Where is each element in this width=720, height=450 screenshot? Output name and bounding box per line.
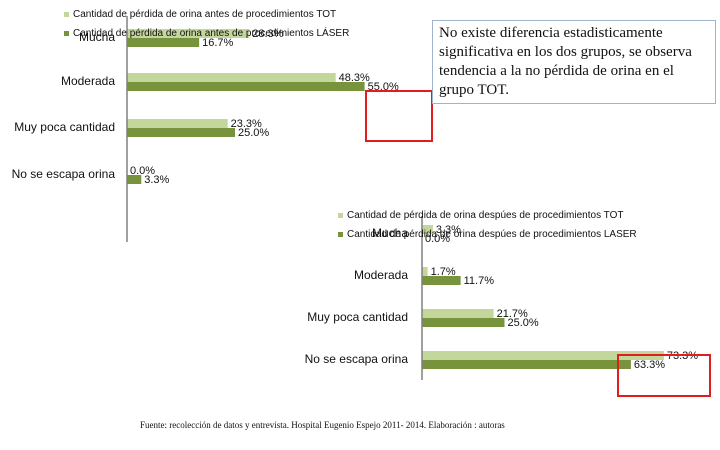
legend-swatch <box>338 231 343 237</box>
category-label: Mucha <box>372 226 408 240</box>
legend-swatch <box>64 11 69 17</box>
legend-item: Cantidad de pérdida de orina antes de pr… <box>64 9 349 21</box>
legend-item: Cantidad de pérdida de orina despúes de … <box>338 210 637 222</box>
data-label: 1.7% <box>431 266 456 278</box>
data-label: 21.7% <box>497 308 528 320</box>
bar <box>422 276 461 285</box>
bar <box>127 38 200 47</box>
category-label: Muy poca cantidad <box>14 120 115 134</box>
conclusion-note: No existe diferencia estadisticamente si… <box>432 20 716 104</box>
legend-label: Cantidad de pérdida de orina despúes de … <box>347 229 637 240</box>
bar <box>127 175 142 184</box>
data-label: 23.3% <box>231 118 262 130</box>
data-label: 16.7% <box>202 37 233 49</box>
legend-label: Cantidad de pérdida de orina despúes de … <box>347 210 624 221</box>
legend-swatch <box>338 212 343 218</box>
data-label: 63.3% <box>634 359 665 371</box>
bar <box>127 128 235 137</box>
legend-swatch <box>64 30 69 36</box>
data-label: 0.0% <box>425 233 450 245</box>
data-label: 3.3% <box>144 174 169 186</box>
bar <box>422 351 664 360</box>
highlight-box <box>617 354 711 397</box>
data-label: 48.3% <box>339 72 370 84</box>
bar <box>127 29 250 38</box>
data-label: 25.0% <box>508 317 539 329</box>
bar <box>422 360 631 369</box>
category-label: No se escapa orina <box>305 352 409 366</box>
bar <box>422 309 494 318</box>
data-label: 28.3% <box>252 28 283 40</box>
category-label: No se escapa orina <box>12 167 116 181</box>
bar <box>127 73 336 82</box>
source-caption: Fuente: recolección de datos y entrevist… <box>140 420 505 430</box>
data-label: 0.0% <box>130 165 155 177</box>
legend-label: Cantidad de pérdida de orina antes de pr… <box>73 28 350 39</box>
bar <box>127 119 228 128</box>
chart1-legend: Cantidad de pérdida de orina antes de pr… <box>64 9 349 40</box>
data-label: 11.7% <box>464 275 495 287</box>
data-label: 3.3% <box>436 224 461 236</box>
category-label: Mucha <box>79 30 115 44</box>
bar <box>127 82 365 91</box>
data-label: 25.0% <box>238 127 269 139</box>
category-label: Muy poca cantidad <box>307 310 408 324</box>
legend-item: Cantidad de pérdida de orina despúes de … <box>338 229 637 241</box>
bar <box>422 267 428 276</box>
legend-item: Cantidad de pérdida de orina antes de pr… <box>64 28 349 40</box>
bar <box>422 225 433 234</box>
category-label: Moderada <box>354 268 408 282</box>
legend-label: Cantidad de pérdida de orina antes de pr… <box>73 9 337 20</box>
bar <box>422 318 505 327</box>
highlight-box <box>365 90 433 142</box>
category-label: Moderada <box>61 74 115 88</box>
chart2-legend: Cantidad de pérdida de orina despúes de … <box>338 210 637 241</box>
